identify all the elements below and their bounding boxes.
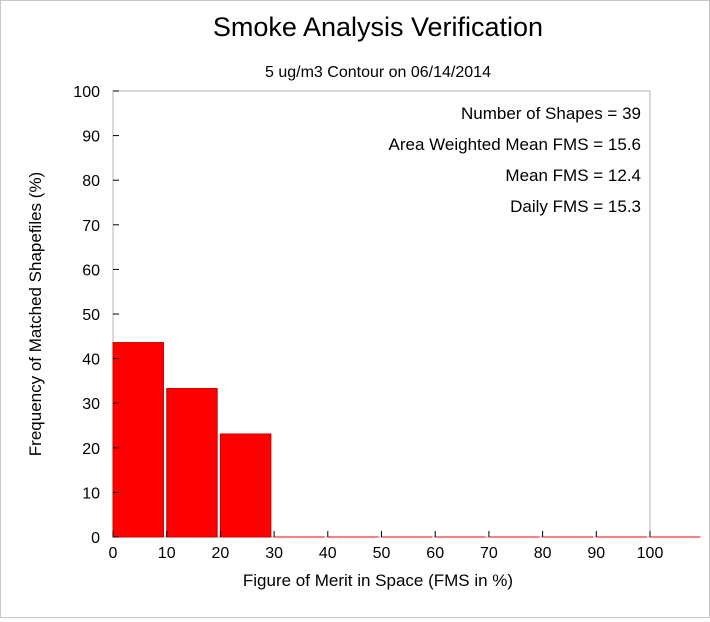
histogram-bar-0 (112, 342, 164, 538)
y-tick-label-4: 40 (82, 352, 100, 369)
y-tick-label-3: 30 (82, 396, 100, 413)
x-axis-ticks: 0 10 20 30 40 50 60 70 80 90 100 (109, 531, 664, 562)
x-tick-label-5: 50 (373, 545, 391, 562)
chart-subtitle: 5 ug/m3 Contour on 06/14/2014 (265, 64, 491, 81)
x-tick-label-3: 30 (265, 545, 283, 562)
stats-annotation-3: Daily FMS = 15.3 (510, 197, 641, 216)
y-tick-label-9: 90 (82, 129, 100, 146)
y-tick-label-10: 100 (73, 84, 100, 101)
y-tick-label-5: 50 (82, 307, 100, 324)
x-axis-label: Figure of Merit in Space (FMS in %) (243, 571, 513, 590)
x-tick-label-9: 90 (587, 545, 605, 562)
histogram-bar-1 (166, 387, 218, 538)
x-tick-label-8: 80 (534, 545, 552, 562)
y-axis-label: Frequency of Matched Shapefiles (%) (26, 172, 45, 456)
y-tick-label-6: 60 (82, 262, 100, 279)
y-tick-label-0: 0 (91, 530, 100, 547)
stats-annotation-0: Number of Shapes = 39 (461, 104, 641, 123)
y-tick-label-1: 10 (82, 485, 100, 502)
x-tick-label-0: 0 (109, 545, 118, 562)
y-tick-label-2: 20 (82, 441, 100, 458)
stats-annotations: Number of Shapes = 39 Area Weighted Mean … (389, 104, 641, 216)
histogram-bar-2 (219, 433, 272, 538)
y-tick-label-8: 80 (82, 173, 100, 190)
x-tick-label-4: 40 (319, 545, 337, 562)
x-tick-label-7: 70 (480, 545, 498, 562)
x-tick-label-1: 10 (158, 545, 176, 562)
bars-layer (112, 342, 701, 538)
x-tick-label-6: 60 (426, 545, 444, 562)
x-tick-label-10: 100 (637, 545, 664, 562)
x-tick-label-2: 20 (212, 545, 230, 562)
stats-annotation-2: Mean FMS = 12.4 (505, 166, 641, 185)
y-axis-ticks: 0 10 20 30 40 50 60 70 80 90 100 (73, 84, 119, 547)
stats-annotation-1: Area Weighted Mean FMS = 15.6 (389, 135, 641, 154)
y-tick-label-7: 70 (82, 218, 100, 235)
chart-title: Smoke Analysis Verification (213, 12, 543, 42)
